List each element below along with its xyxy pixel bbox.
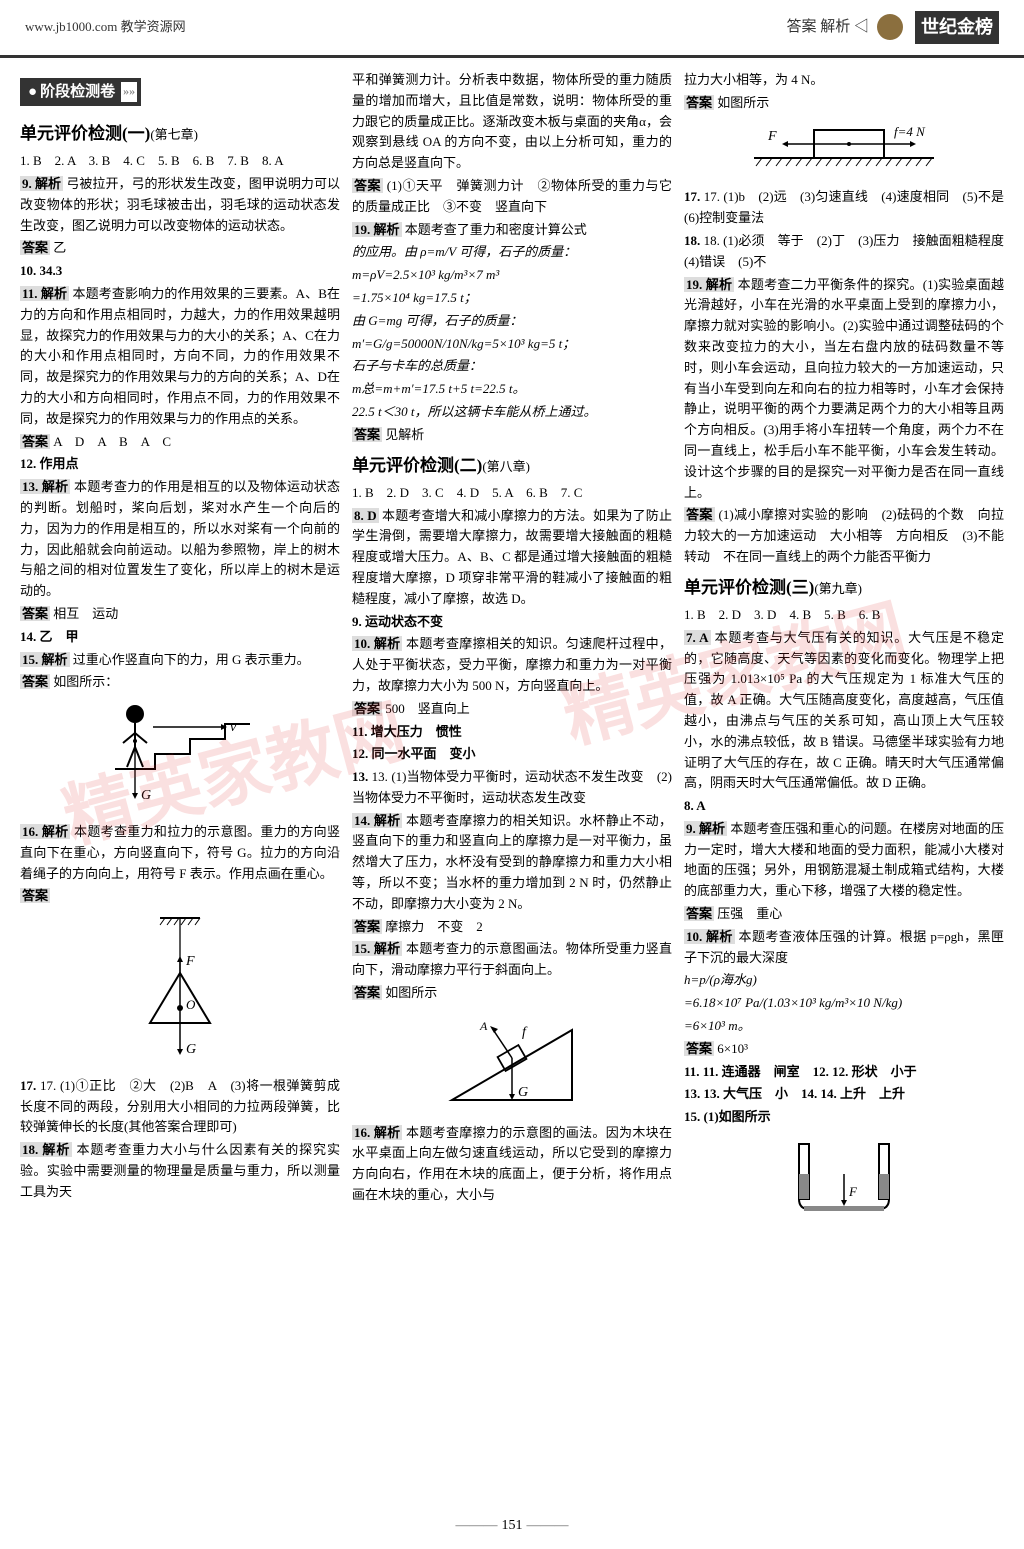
u3-q15: 15. (1)如图所示 [684,1107,1004,1128]
c2-p1-ans: 答案 (1)①天平 弹簧测力计 ②物体所受的重力与它的质量成正比 ③不变 竖直向… [352,176,672,218]
c2-q19-f2: m=ρV=2.5×10³ kg/m³×7 m³ [352,265,672,286]
section-label: 阶段检测卷 [40,80,115,104]
c2-q19-ans: 答案 见解析 [352,425,672,446]
u3-q13: 13. 13. 大气压 小 14. 14. 上升 上升 [684,1084,1004,1105]
column-1: 阶段检测卷 »» 单元评价检测(一)(第七章) 1. B 2. A 3. B 4… [20,68,340,1227]
svg-text:O: O [186,997,196,1012]
q12: 12. 作用点 [20,454,340,475]
header-answer-label: 答案 解析 ◁ [786,15,869,39]
c2-p1: 平和弹簧测力计。分析表中数据，物体所受的重力随质量的增加而增大，且比值是常数，说… [352,70,672,174]
q14: 14. 乙 甲 [20,627,340,648]
section-arrows: »» [121,82,137,101]
diagram-incline: A f G [352,1010,672,1117]
u2-q14: 14. 解析 本题考查摩擦力的相关知识。水杯静止不动，竖直向下的重力和竖直向上的… [352,811,672,915]
u3-q11: 11. 11. 连通器 闸室 12. 12. 形状 小于 [684,1062,1004,1083]
diagram-friction-block: F f=4 N [684,120,1004,182]
u3-q9-ans: 答案 压强 重心 [684,904,1004,925]
q15: 15. 解析 过重心作竖直向下的力，用 G 表示重力。 [20,650,340,671]
q16: 16. 解析 本题考查重力和拉力的示意图。重力的方向竖直向下在重心，方向竖直向下… [20,822,340,884]
svg-text:G: G [186,1042,196,1057]
svg-text:G: G [518,1085,528,1100]
q9: 9. 解析 弓被拉开，弓的形状发生改变，图甲说明力可以改变物体的形状；羽毛球被击… [20,174,340,236]
c2-q19-f4: 由 G=mg 可得，石子的质量： [352,311,672,332]
page-header: www.jb1000.com 教学资源网 答案 解析 ◁ 世纪金榜 [0,0,1024,58]
q13-ans: 答案 相互 运动 [20,604,340,625]
unit1-title: 单元评价检测(一)(第七章) [20,120,340,147]
c3-q18: 18. 18. (1)必须 等于 (2)丁 (3)压力 接触面粗糙程度 (4)错… [684,231,1004,273]
u3-q8: 8. A [684,796,1004,817]
c3-p1: 拉力大小相等，为 4 N。 [684,70,1004,91]
u2-q10-ans: 答案 500 竖直向上 [352,699,672,720]
diagram-f-value: f=4 N [894,124,926,139]
q11: 11. 解析 本题考查影响力的作用效果的三要素。A、B在力的方向和作用点相同时，… [20,284,340,430]
diagram-u-tube: F [684,1134,1004,1221]
c2-q19-f6: 石子与卡车的总质量： [352,356,672,377]
c2-q19-f5: m′=G/g=50000N/10N/kg=5×10³ kg=5 t； [352,334,672,355]
c2-q19-f1: 的应用。由 ρ=m/V 可得，石子的质量： [352,242,672,263]
diagram-stairs: v G [20,699,340,816]
diagram-triangle-force: O F G [20,913,340,1070]
q15-ans: 答案 如图所示： [20,672,340,693]
u3-q10-f1: h=p/(ρ海水g) [684,970,1004,991]
u3-q10-f3: =6×10³ m。 [684,1016,1004,1037]
u2-q9: 9. 运动状态不变 [352,612,672,633]
diagram-F-label: F [767,129,777,144]
u3-q10: 10. 解析 本题考查液体压强的计算。根据 p=ρgh，黑匣子下沉的最大深度 [684,927,1004,969]
q11-ans: 答案 A D A B A C [20,432,340,453]
q13: 13. 解析 本题考查力的作用是相互的以及物体运动状态的判断。划船时，桨向后划，… [20,477,340,602]
u2-q16: 16. 解析 本题考查摩擦力的示意图的画法。因为木块在水平桌面上向左做匀速直线运… [352,1123,672,1206]
column-3: 拉力大小相等，为 4 N。 答案 如图所示 F f=4 N 17. 17. (1… [684,68,1004,1227]
c2-q19: 19. 解析 本题考查了重力和密度计算公式 [352,220,672,241]
u2-q1-7: 1. B 2. D 3. C 4. D 5. A 6. B 7. C [352,483,672,504]
content-area: 阶段检测卷 »» 单元评价检测(一)(第七章) 1. B 2. A 3. B 4… [0,58,1024,1237]
u2-q10: 10. 解析 本题考查摩擦相关的知识。匀速爬杆过程中，人处于平衡状态，受力平衡，… [352,634,672,696]
c2-q19-f3: =1.75×10⁴ kg=17.5 t； [352,288,672,309]
u3-q10-f2: =6.18×10⁷ Pa/(1.03×10³ kg/m³×10 N/kg) [684,993,1004,1014]
u3-q10-ans: 答案 6×10³ [684,1039,1004,1060]
c3-p1-ans: 答案 如图所示 [684,93,1004,114]
u3-q7: 7. A 本题考查与大气压有关的知识。大气压是不稳定的，它随高度、天气等因素的变… [684,628,1004,794]
u2-q15: 15. 解析 本题考查力的示意图画法。物体所受重力竖直向下，滑动摩擦力平行于斜面… [352,939,672,981]
stamp-icon [877,14,903,40]
q16-ans: 答案 [20,886,340,907]
q1-8: 1. B 2. A 3. B 4. C 5. B 6. B 7. B 8. A [20,151,340,172]
u2-q11: 11. 增大压力 惯性 [352,722,672,743]
section-box: 阶段检测卷 »» [20,78,141,106]
q9-ans: 答案 乙 [20,238,340,259]
svg-text:f: f [522,1025,528,1040]
svg-text:F: F [185,954,195,969]
u3-q1-6: 1. B 2. D 3. D 4. B 5. B 6. B [684,605,1004,626]
c2-q19-f7: m总=m+m′=17.5 t+5 t=22.5 t。 [352,379,672,400]
u2-q12: 12. 同一水平面 变小 [352,744,672,765]
c2-q19-f8: 22.5 t＜30 t，所以这辆卡车能从桥上通过。 [352,402,672,423]
c3-q19: 19. 解析 本题考查二力平衡条件的探究。(1)实验桌面越光滑越好，小车在光滑的… [684,275,1004,504]
svg-text:F: F [848,1184,858,1199]
svg-text:v: v [230,720,237,735]
column-2: 平和弹簧测力计。分析表中数据，物体所受的重力随质量的增加而增大，且比值是常数，说… [352,68,672,1227]
svg-text:A: A [479,1019,488,1033]
q18: 18. 解析 本题考查重力大小与什么因素有关的探究实验。实验中需要测量的物理量是… [20,1140,340,1202]
c3-q19-ans: 答案 (1)减小摩擦对实验的影响 (2)砝码的个数 向拉力较大的一方加速运动 大… [684,505,1004,567]
u3-q9: 9. 解析 本题考查压强和重心的问题。在楼房对地面的压力一定时，增大大楼和地面的… [684,819,1004,902]
header-right: 答案 解析 ◁ 世纪金榜 [786,11,999,44]
page-number: 151 [0,1515,1024,1537]
q10: 10. 34.3 [20,261,340,282]
c3-q17: 17. 17. (1)b (2)远 (3)匀速直线 (4)速度相同 (5)不是 … [684,187,1004,229]
header-url: www.jb1000.com 教学资源网 [25,17,186,38]
q17: 17. 17. (1)①正比 ②大 (2)B A (3)将一根弹簧剪成长度不同的… [20,1076,340,1138]
u2-q14-ans: 答案 摩擦力 不变 2 [352,917,672,938]
unit3-title: 单元评价检测(三)(第九章) [684,574,1004,601]
svg-text:G: G [141,788,151,803]
u2-q8: 8. D 本题考查增大和减小摩擦力的方法。如果为了防止学生滑倒，需要增大摩擦力，… [352,506,672,610]
unit2-title: 单元评价检测(二)(第八章) [352,452,672,479]
header-brand: 世纪金榜 [915,11,999,44]
u2-q13: 13. 13. (1)当物体受力平衡时，运动状态不发生改变 (2)当物体受力不平… [352,767,672,809]
u2-q15-ans: 答案 如图所示 [352,983,672,1004]
